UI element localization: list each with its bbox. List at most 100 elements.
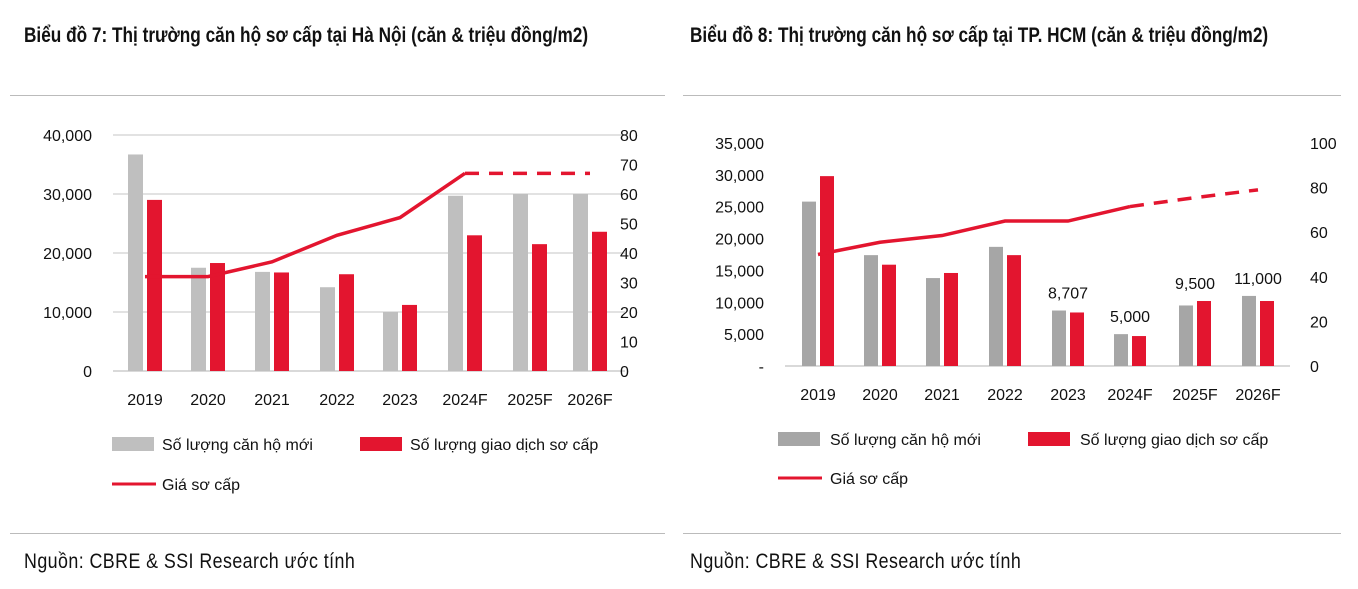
right-axis-tick-label: 0 [1310, 359, 1319, 376]
bar-new-supply [926, 278, 940, 366]
left-axis-tick-label: 15,000 [715, 263, 764, 280]
legend-swatch-new-supply [778, 432, 820, 446]
chart-7: 0 10,000 20,000 30,000 40,000 0 10 20 30 40 50 60 70… [43, 128, 638, 494]
data-label: 9,500 [1175, 276, 1215, 293]
bar-transactions [1197, 301, 1211, 366]
right-axis-tick-label: 10 [620, 335, 638, 352]
x-axis-tick-label: 2026F [1235, 387, 1281, 404]
left-axis-tick-label: 0 [83, 364, 92, 381]
legend-label: Giá sơ cấp [830, 471, 908, 488]
x-axis-tick-label: 2021 [924, 387, 960, 404]
x-axis-tick-label: 2024F [1107, 387, 1153, 404]
bar-transactions [1007, 255, 1021, 366]
bar-transactions [1070, 312, 1084, 366]
right-axis-tick-label: 20 [620, 305, 638, 322]
left-axis-tick-label: 25,000 [715, 200, 764, 217]
bar-transactions [339, 274, 354, 371]
right-axis-tick-label: 80 [620, 128, 638, 145]
x-axis-tick-label: 2024F [442, 392, 488, 409]
bar-transactions [467, 235, 482, 371]
left-axis-tick-label: 5,000 [724, 327, 764, 344]
right-axis-tick-label: 100 [1310, 136, 1337, 153]
x-axis-tick-label: 2020 [862, 387, 898, 404]
x-axis-tick-label: 2025F [507, 392, 553, 409]
bar-transactions [274, 272, 289, 371]
legend-swatch-transactions [1028, 432, 1070, 446]
x-axis-tick-label: 2026F [567, 392, 613, 409]
legend-swatch-new-supply [112, 437, 154, 451]
x-axis-tick-label: 2025F [1172, 387, 1218, 404]
right-axis-tick-label: 40 [620, 246, 638, 263]
legend-label: Giá sơ cấp [162, 477, 240, 494]
x-axis-tick-label: 2021 [254, 392, 290, 409]
x-axis-tick-label: 2019 [800, 387, 836, 404]
legend-swatch-transactions [360, 437, 402, 451]
chart-8-title: Biểu đồ 8: Thị trường căn hộ sơ cấp tại … [690, 24, 1269, 47]
right-axis-tick-label: 40 [1310, 270, 1328, 287]
divider [10, 533, 665, 534]
price-line-actual [145, 171, 466, 279]
chart-7-title: Biểu đồ 7: Thị trường căn hộ sơ cấp tại … [24, 24, 589, 47]
left-axis-tick-label: 30,000 [43, 187, 92, 204]
bar-transactions [147, 199, 162, 371]
divider [683, 533, 1341, 534]
price-line-forecast [1129, 188, 1259, 209]
bar-new-supply [128, 154, 143, 371]
bar-transactions [1260, 301, 1274, 366]
bar-new-supply [1179, 305, 1193, 366]
right-axis-tick-label: 60 [1310, 225, 1328, 242]
right-axis-tick-label: 20 [1310, 314, 1328, 331]
bar-transactions [532, 244, 547, 371]
right-axis-tick-label: 70 [620, 158, 638, 175]
right-axis-tick-label: 50 [620, 217, 638, 234]
left-axis-tick-label: 20,000 [43, 246, 92, 263]
left-axis-tick-label: 35,000 [715, 136, 764, 153]
bar-transactions [592, 231, 607, 371]
bar-transactions [402, 304, 417, 371]
data-label: 11,000 [1234, 271, 1282, 288]
right-axis-tick-label: 0 [620, 364, 629, 381]
bar-new-supply [1242, 295, 1256, 366]
right-axis-tick-label: 80 [1310, 181, 1328, 198]
bar-new-supply [513, 194, 528, 371]
bar-new-supply [320, 287, 335, 371]
bar-new-supply [255, 271, 270, 371]
bar-transactions [820, 176, 834, 366]
bar-new-supply [383, 312, 398, 371]
bar-transactions [882, 264, 896, 366]
divider [683, 95, 1341, 96]
data-label: 5,000 [1110, 309, 1150, 326]
right-axis-tick-label: 30 [620, 276, 638, 293]
bar-new-supply [448, 195, 463, 371]
legend-label: Số lượng giao dịch sơ cấp [410, 437, 598, 454]
x-axis-tick-label: 2019 [127, 392, 163, 409]
left-axis-tick-label: - [759, 359, 764, 376]
left-axis-tick-label: 10,000 [715, 295, 764, 312]
chart-7-source: Nguồn: CBRE & SSI Research ước tính [24, 550, 356, 573]
x-axis-tick-label: 2022 [987, 387, 1023, 404]
chart-8-source: Nguồn: CBRE & SSI Research ước tính [690, 550, 1022, 573]
right-axis-tick-label: 60 [620, 187, 638, 204]
bar-new-supply [1052, 310, 1066, 366]
left-axis-tick-label: 30,000 [715, 168, 764, 185]
x-axis-tick-label: 2020 [190, 392, 226, 409]
bar-transactions [944, 272, 958, 366]
bar-transactions [210, 263, 225, 371]
x-axis-tick-label: 2022 [319, 392, 355, 409]
bar-new-supply [1114, 334, 1128, 366]
legend-label: Số lượng giao dịch sơ cấp [1080, 432, 1268, 449]
price-line-actual [817, 204, 1131, 257]
bar-transactions [1132, 336, 1146, 366]
bar-new-supply [191, 267, 206, 371]
legend-label: Số lượng căn hộ mới [162, 437, 313, 454]
x-axis-tick-label: 2023 [1050, 387, 1086, 404]
bar-new-supply [573, 194, 588, 371]
left-axis-tick-label: 10,000 [43, 305, 92, 322]
divider [10, 95, 665, 96]
data-label: 8,707 [1048, 286, 1088, 303]
bar-new-supply [989, 246, 1003, 366]
x-axis-tick-label: 2023 [382, 392, 418, 409]
bar-new-supply [802, 201, 816, 366]
bar-new-supply [864, 255, 878, 366]
